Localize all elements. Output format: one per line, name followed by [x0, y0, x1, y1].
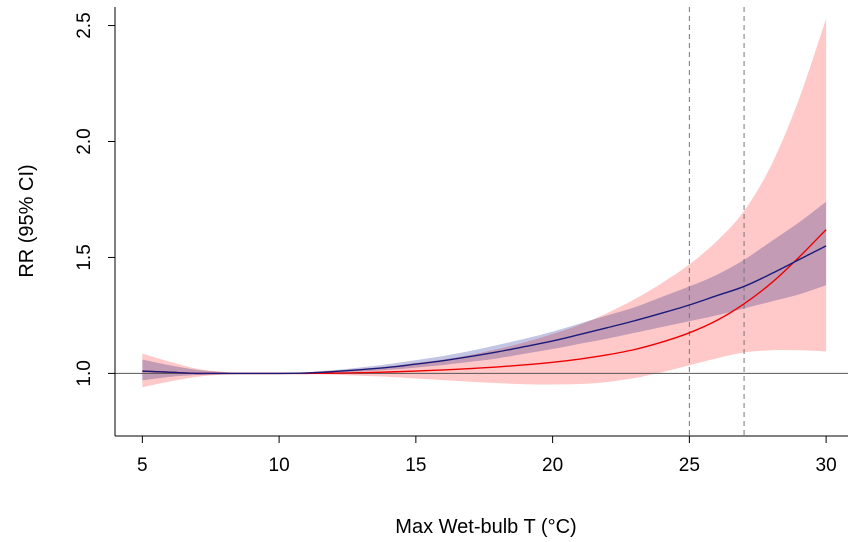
x-tick-label: 20 — [542, 455, 563, 476]
confidence-bands — [142, 18, 827, 388]
ci-band-series-1 — [142, 201, 827, 381]
x-tick-label: 30 — [816, 455, 837, 476]
x-tick-label: 5 — [137, 455, 148, 476]
series-lines — [142, 229, 827, 375]
x-tick-label: 15 — [405, 455, 426, 476]
y-tick-label: 2.0 — [74, 128, 95, 154]
x-tick-label: 10 — [269, 455, 290, 476]
x-tick-label: 25 — [679, 455, 700, 476]
y-tick-label: 1.5 — [74, 244, 95, 270]
y-axis-label: RR (95% CI) — [16, 164, 38, 277]
x-axis-label: Max Wet-bulb T (°C) — [395, 516, 576, 538]
series-line-1 — [142, 245, 827, 375]
y-tick-label: 2.5 — [74, 12, 95, 38]
y-tick-label: 1.0 — [74, 360, 95, 386]
axes: 5 10 15 20 25 30 1.0 1.5 2.0 2.5 — [74, 7, 848, 476]
ci-band-series-2 — [142, 18, 827, 388]
